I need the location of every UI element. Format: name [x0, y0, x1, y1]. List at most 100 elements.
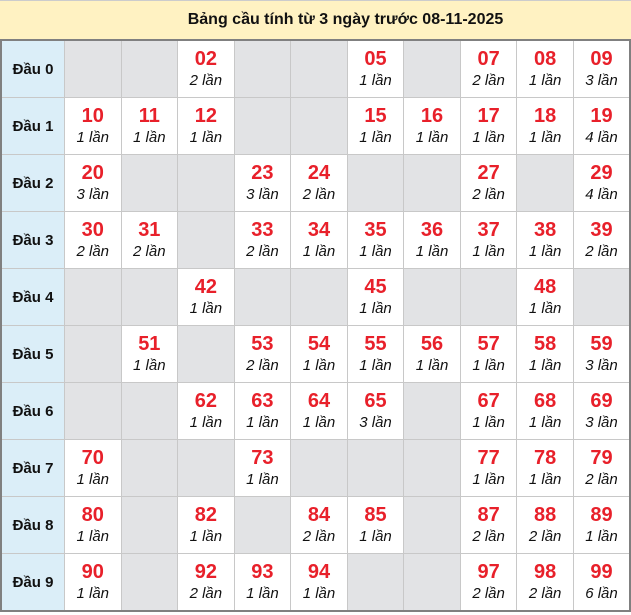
table-row: Đầu 0 02 2 lần 05 1 lần 07 2 lần 08 1 lần 09 3 lần: [0, 39, 631, 98]
empty-cell: [403, 496, 461, 554]
number-cell: 69 3 lần: [572, 382, 631, 440]
number-cell: 97 2 lần: [459, 553, 518, 612]
number: 51: [138, 333, 161, 355]
number-cell: 93 1 lần: [233, 553, 292, 612]
empty-cell: [120, 268, 179, 326]
count: 1 lần: [133, 129, 166, 146]
count: 1 lần: [359, 528, 392, 545]
number-cell: 88 2 lần: [516, 496, 574, 554]
number: 97: [477, 561, 500, 583]
count: 2 lần: [472, 528, 505, 545]
number: 82: [194, 504, 217, 526]
empty-cell: [64, 39, 122, 98]
number: 16: [420, 105, 444, 127]
count: 1 lần: [359, 72, 392, 89]
table-title: Bảng cầu tính từ 3 ngày trước 08-11-2025: [0, 1, 631, 39]
number: 84: [307, 504, 331, 526]
number-cell: 80 1 lần: [64, 496, 122, 554]
number-cell: 63 1 lần: [233, 382, 292, 440]
number: 45: [364, 276, 387, 298]
number-cell: 29 4 lần: [572, 154, 631, 212]
count: 1 lần: [246, 471, 279, 488]
number: 85: [364, 504, 387, 526]
number: 53: [251, 333, 274, 355]
number: 34: [307, 219, 331, 241]
empty-cell: [233, 39, 292, 98]
number: 89: [590, 504, 613, 526]
number: 35: [364, 219, 387, 241]
number-cell: 45 1 lần: [346, 268, 405, 326]
number: 17: [477, 105, 500, 127]
number: 56: [420, 333, 444, 355]
count: 1 lần: [359, 129, 392, 146]
number-cell: 55 1 lần: [346, 325, 405, 383]
empty-cell: [120, 553, 179, 612]
count: 2 lần: [76, 243, 110, 260]
count: 1 lần: [189, 414, 223, 431]
empty-cell: [290, 268, 348, 326]
number: 88: [534, 504, 557, 526]
count: 3 lần: [585, 357, 618, 374]
number-cell: 02 2 lần: [177, 39, 235, 98]
table-row: Đầu 8 80 1 lần 82 1 lần 84 2 lần 85 1 lần 87 2 lần…: [0, 496, 631, 554]
count: 1 lần: [528, 471, 562, 488]
count: 2 lần: [189, 585, 223, 602]
empty-cell: [346, 439, 405, 497]
row-head: Đầu 4: [0, 268, 65, 326]
count: 1 lần: [76, 585, 110, 602]
number: 33: [251, 219, 274, 241]
empty-cell: [403, 268, 461, 326]
number-cell: 87 2 lần: [459, 496, 518, 554]
number: 57: [477, 333, 500, 355]
count: 1 lần: [472, 414, 505, 431]
number-cell: 73 1 lần: [233, 439, 292, 497]
empty-cell: [64, 268, 122, 326]
number: 18: [534, 105, 557, 127]
table-row: Đầu 4 42 1 lần 45 1 lần 48 1 lần: [0, 268, 631, 326]
count: 2 lần: [472, 186, 505, 203]
number: 93: [251, 561, 274, 583]
count: 2 lần: [133, 243, 166, 260]
empty-cell: [290, 439, 348, 497]
table-row: Đầu 1 10 1 lần 11 1 lần 12 1 lần 15 1 lần 16 1 lần…: [0, 97, 631, 155]
count: 1 lần: [76, 471, 110, 488]
count: 1 lần: [472, 243, 505, 260]
number: 42: [194, 276, 217, 298]
empty-cell: [403, 154, 461, 212]
count: 1 lần: [585, 528, 618, 545]
empty-cell: [120, 154, 179, 212]
number-cell: 12 1 lần: [177, 97, 235, 155]
count: 1 lần: [189, 528, 223, 545]
number: 94: [307, 561, 331, 583]
number-cell: 62 1 lần: [177, 382, 235, 440]
empty-cell: [459, 268, 518, 326]
empty-cell: [233, 268, 292, 326]
number: 24: [307, 162, 331, 184]
number-cell: 68 1 lần: [516, 382, 574, 440]
row-head: Đầu 2: [0, 154, 65, 212]
number-cell: 08 1 lần: [516, 39, 574, 98]
number: 48: [534, 276, 557, 298]
count: 1 lần: [415, 357, 449, 374]
count: 1 lần: [189, 129, 223, 146]
number-cell: 36 1 lần: [403, 211, 461, 269]
number: 02: [194, 48, 217, 70]
count: 1 lần: [189, 300, 223, 317]
empty-cell: [120, 39, 179, 98]
number: 39: [590, 219, 613, 241]
number-cell: 38 1 lần: [516, 211, 574, 269]
number: 12: [194, 105, 217, 127]
number: 62: [194, 390, 217, 412]
number: 92: [194, 561, 217, 583]
number-cell: 05 1 lần: [346, 39, 405, 98]
count: 1 lần: [528, 243, 562, 260]
count: 1 lần: [528, 72, 562, 89]
number-cell: 90 1 lần: [64, 553, 122, 612]
number-cell: 16 1 lần: [403, 97, 461, 155]
number: 10: [81, 105, 104, 127]
number: 99: [590, 561, 613, 583]
count: 1 lần: [302, 414, 336, 431]
row-head: Đầu 9: [0, 553, 65, 612]
table-row: Đầu 6 62 1 lần 63 1 lần 64 1 lần 65 3 lần 67 1 lần…: [0, 382, 631, 440]
number-cell: 54 1 lần: [290, 325, 348, 383]
